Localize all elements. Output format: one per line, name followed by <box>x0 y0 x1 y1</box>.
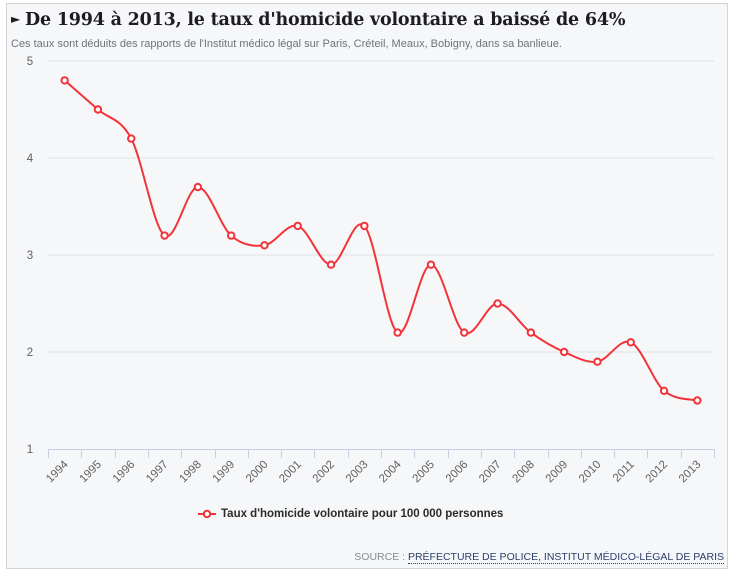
x-tick-label: 1998 <box>177 459 204 486</box>
data-point <box>260 241 269 250</box>
x-tick-label: 2007 <box>477 459 504 486</box>
y-tick-label: 4 <box>27 153 34 165</box>
chart-subtitle: Ces taux sont déduits des rapports de l'… <box>11 38 562 50</box>
data-point <box>326 260 336 269</box>
x-tick-label: 2012 <box>644 459 671 486</box>
data-point <box>526 328 536 337</box>
y-tick-label: 1 <box>27 444 33 456</box>
x-tick-label: 2011 <box>611 459 637 485</box>
x-tick-label: 2008 <box>510 459 537 486</box>
data-point <box>559 347 569 357</box>
chart-container <box>6 3 728 569</box>
y-axis: 1 2 3 4 5 <box>27 56 34 456</box>
x-tick-label: 1995 <box>77 459 104 486</box>
legend-line-marker-icon <box>198 509 216 519</box>
data-point <box>659 386 669 395</box>
x-tick-label: 2006 <box>444 459 471 486</box>
legend-label: Taux d'homicide volontaire pour 100 000 … <box>221 508 504 520</box>
data-point <box>693 396 702 405</box>
data-point <box>293 221 302 231</box>
chart-title: ► De 1994 à 2013, le taux d'homicide volo… <box>11 10 625 30</box>
data-point <box>193 182 203 192</box>
x-tick-label: 2000 <box>244 459 271 486</box>
data-point <box>626 338 635 347</box>
x-tick-label: 2013 <box>677 459 704 486</box>
x-tick-label: 2009 <box>544 459 571 486</box>
data-point <box>493 299 502 308</box>
x-axis: 1994 1995 1996 1997 1998 1999 2000 2001 2002 2003… <box>44 449 715 486</box>
x-tick-label: 2005 <box>410 459 437 486</box>
data-point <box>460 328 469 337</box>
data-point <box>426 260 436 269</box>
data-point <box>393 328 402 337</box>
x-tick-label: 1996 <box>111 459 138 486</box>
chart-title-text: De 1994 à 2013, le taux d'homicide volon… <box>25 10 626 30</box>
data-point <box>360 221 369 231</box>
data-point <box>93 105 103 114</box>
x-tick-label: 2001 <box>277 459 304 486</box>
data-point <box>60 76 69 85</box>
data-point <box>226 231 236 240</box>
x-tick-label: 2002 <box>311 459 338 486</box>
y-tick-label: 5 <box>27 56 33 68</box>
x-tick-label: 1999 <box>211 459 238 486</box>
source-link[interactable]: PRÉFECTURE DE POLICE, INSTITUT MÉDICO-LÉ… <box>407 551 724 564</box>
legend-item[interactable]: Taux d'homicide volontaire pour 100 000 … <box>198 508 503 520</box>
x-tick-label: 2003 <box>344 459 371 486</box>
series-points <box>60 76 702 405</box>
y-tick-label: 2 <box>27 347 33 359</box>
source-label: SOURCE : <box>354 551 408 563</box>
data-point <box>127 134 136 143</box>
x-tick-label: 1997 <box>144 459 171 486</box>
triangle-right-icon: ► <box>11 12 21 26</box>
data-point <box>160 231 169 240</box>
x-tick-label: 2004 <box>377 458 404 485</box>
x-tick-label: 1994 <box>44 458 71 485</box>
data-point <box>593 357 602 366</box>
x-tick-label: 2010 <box>577 459 604 486</box>
gridlines <box>48 60 714 353</box>
y-tick-label: 3 <box>27 250 33 262</box>
source-credit: SOURCE : PRÉFECTURE DE POLICE, INSTITUT … <box>354 551 724 564</box>
